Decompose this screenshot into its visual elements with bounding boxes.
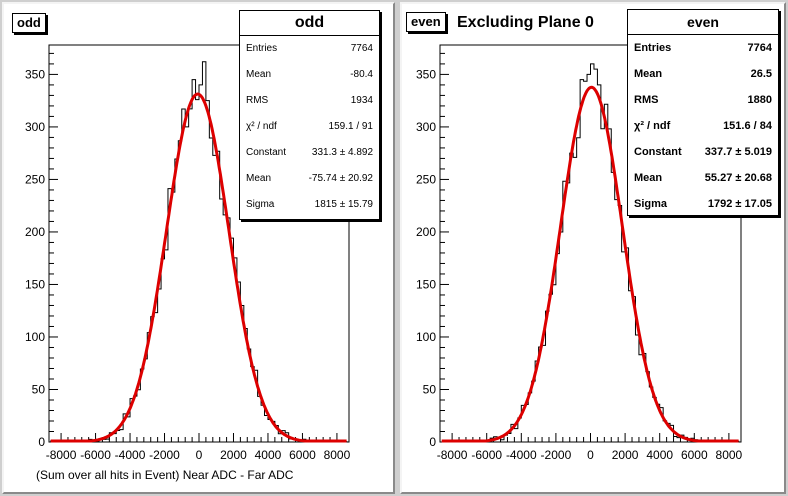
stats-label: Sigma	[246, 199, 275, 210]
stats-row: χ² / ndf 151.6 / 84	[628, 113, 778, 139]
stats-value: 1792 ± 17.05	[707, 198, 772, 210]
stats-row: χ² / ndf 159.1 / 91	[240, 114, 379, 140]
y-tick-label: 300	[25, 120, 45, 134]
stats-value: 55.27 ± 20.68	[704, 172, 772, 184]
stats-value: 26.5	[750, 68, 772, 80]
y-tick-label: 150	[416, 277, 436, 291]
gaussian-fit-curve	[50, 92, 347, 443]
x-tick-label: -8000	[437, 448, 468, 462]
x-tick-label: 0	[196, 448, 203, 462]
stats-label: χ² / ndf	[246, 121, 277, 132]
x-tick-label: -2000	[541, 448, 572, 462]
stats-row: Mean -80.4	[240, 62, 379, 88]
y-tick-label: 50	[423, 382, 437, 396]
y-tick-label: 250	[416, 172, 436, 186]
stats-title: odd	[240, 11, 379, 36]
y-tick-label: 350	[416, 67, 436, 81]
x-tick-label: 8000	[324, 448, 351, 462]
right-pad: 0 50 100 150 200 250 300 350 -8000 -6000 -4000 -200…	[400, 2, 786, 494]
stats-label: Mean	[246, 173, 272, 184]
y-tick-label: 350	[25, 67, 45, 81]
stats-value: 1934	[350, 95, 373, 106]
stats-label: RMS	[634, 94, 659, 106]
odd-histogram-plot: 0 50 100 150 200 250 300 350 -8000 -6000 -4000 -200…	[25, 44, 351, 482]
y-tick-label: 300	[416, 120, 436, 134]
stats-value: 1815 ± 15.79	[314, 199, 373, 210]
y-tick-label: 250	[25, 172, 45, 186]
stats-row: Entries 7764	[628, 35, 778, 61]
stats-value: 1880	[747, 94, 772, 106]
x-tick-label: 0	[587, 448, 594, 462]
odd-stats-box: odd Entries 7764 Mean -80.4 RMS 1934 χ² / ndf 1…	[239, 10, 380, 220]
stats-row: Sigma 1792 ± 17.05	[628, 191, 778, 217]
x-tick-label: -2000	[149, 448, 180, 462]
stats-label: Entries	[246, 43, 278, 54]
x-tick-label: -4000	[506, 448, 537, 462]
y-tick-label: 200	[25, 225, 45, 239]
even-histogram-plot: 0 50 100 150 200 250 300 350 -8000 -6000 -4000 -200…	[416, 44, 743, 462]
even-canvas-tag: even	[406, 12, 446, 32]
stats-title: even	[628, 10, 778, 35]
stats-row: Sigma 1815 ± 15.79	[240, 192, 379, 218]
stats-row: Constant 337.7 ± 5.019	[628, 139, 778, 165]
y-tick-label: 200	[416, 225, 436, 239]
x-tick-label: 2000	[612, 448, 639, 462]
x-tick-label: 8000	[716, 448, 743, 462]
stats-label: Mean	[634, 172, 663, 184]
stats-row: Mean -75.74 ± 20.92	[240, 166, 379, 192]
stats-value: -80.4	[350, 69, 373, 80]
x-tick-label: 6000	[289, 448, 316, 462]
x-axis-label: (Sum over all hits in Event) Near ADC - …	[36, 468, 294, 482]
x-tick-label: -4000	[115, 448, 146, 462]
stats-label: χ² / ndf	[634, 120, 671, 132]
y-tick-label: 150	[25, 277, 45, 291]
stats-row: RMS 1934	[240, 88, 379, 114]
y-tick-label: 0	[429, 435, 436, 449]
odd-canvas-tag: odd	[12, 13, 46, 33]
x-tick-label: 4000	[255, 448, 282, 462]
stats-row: Mean 26.5	[628, 61, 778, 87]
stats-label: Sigma	[634, 198, 668, 210]
x-tick-label: -6000	[471, 448, 502, 462]
stats-label: Mean	[246, 69, 272, 80]
stats-row: Mean 55.27 ± 20.68	[628, 165, 778, 191]
stats-value: -75.74 ± 20.92	[308, 173, 373, 184]
y-tick-label: 100	[416, 330, 436, 344]
y-tick-label: 100	[25, 330, 45, 344]
x-tick-label: -6000	[80, 448, 111, 462]
x-tick-label: 2000	[220, 448, 247, 462]
stats-row: Constant 331.3 ± 4.892	[240, 140, 379, 166]
x-tick-label: 4000	[646, 448, 673, 462]
y-tick-label: 50	[32, 382, 46, 396]
stats-label: Constant	[634, 146, 682, 158]
stats-value: 7764	[747, 42, 772, 54]
stats-label: Constant	[246, 147, 287, 158]
stats-row: RMS 1880	[628, 87, 778, 113]
even-stats-box: even Entries 7764 Mean 26.5 RMS 1880 χ² / ndf 1…	[627, 9, 779, 216]
x-tick-label: 6000	[681, 448, 708, 462]
stats-value: 331.3 ± 4.892	[311, 147, 373, 158]
stats-value: 7764	[350, 43, 373, 54]
stats-label: Mean	[634, 68, 663, 80]
stats-label: RMS	[246, 95, 269, 106]
stats-label: Entries	[634, 42, 672, 54]
stats-value: 337.7 ± 5.019	[704, 146, 772, 158]
stats-row: Entries 7764	[240, 36, 379, 62]
x-tick-label: -8000	[46, 448, 77, 462]
plot-title: Excluding Plane 0	[457, 14, 594, 31]
left-pad: 0 50 100 150 200 250 300 350 -8000 -6000 -4000 -200…	[2, 2, 395, 494]
stats-value: 151.6 / 84	[723, 120, 772, 132]
stats-value: 159.1 / 91	[328, 121, 373, 132]
gaussian-fit-curve	[441, 85, 739, 443]
y-tick-label: 0	[38, 435, 45, 449]
